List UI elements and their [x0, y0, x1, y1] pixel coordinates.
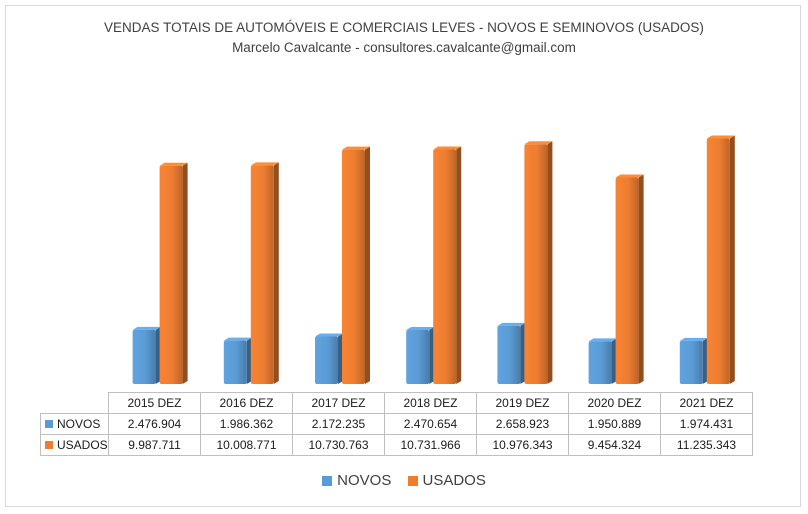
data-label: 10.976.343	[476, 434, 569, 456]
data-label: 2.470.654	[384, 413, 477, 435]
bar-side-novos	[155, 326, 161, 384]
bar-top-novos	[406, 327, 435, 331]
legend-swatch	[322, 476, 333, 486]
legend-label: NOVOS	[337, 472, 392, 489]
legend-label: USADOS	[422, 472, 486, 489]
bar-top-usados	[433, 146, 462, 150]
bar-novos	[497, 325, 521, 384]
series-label-usados: USADOS	[40, 434, 109, 456]
data-label: 10.731.966	[384, 434, 477, 456]
bar-usados	[433, 149, 457, 384]
series-name: NOVOS	[57, 417, 101, 431]
bar-side-usados	[638, 174, 644, 384]
bar-top-novos	[223, 337, 252, 341]
bar-novos	[406, 330, 430, 384]
data-label: 2.658.923	[476, 413, 569, 435]
data-label: 11.235.343	[660, 434, 753, 456]
bar-side-usados	[729, 135, 735, 384]
bar-top-usados	[524, 141, 553, 145]
bar-side-usados	[273, 162, 279, 384]
data-label: 1.974.431	[660, 413, 753, 435]
chart-title: VENDAS TOTAIS DE AUTOMÓVEIS E COMERCIAIS…	[104, 20, 704, 35]
category-label: 2016 DEZ	[200, 392, 293, 414]
bar-top-novos	[497, 322, 526, 326]
category-label: 2018 DEZ	[384, 392, 477, 414]
legend-swatch	[407, 476, 418, 486]
bar-side-novos	[429, 327, 435, 384]
bar-usados	[342, 149, 365, 384]
data-label: 10.008.771	[200, 434, 293, 456]
bar-top-usados	[250, 162, 279, 166]
bar-side-usados	[456, 146, 462, 384]
data-table-row-novos: NOVOS 2.476.904 1.986.362 2.172.235 2.47…	[40, 413, 753, 435]
bar-novos	[223, 340, 247, 384]
bar-novos	[315, 336, 338, 384]
category-label: 2019 DEZ	[476, 392, 569, 414]
bar-top-novos	[315, 333, 343, 337]
category-label: 2015 DEZ	[108, 392, 201, 414]
data-label: 2.172.235	[292, 413, 385, 435]
series-name: USADOS	[57, 438, 108, 452]
legend-item-usados: USADOS	[407, 472, 486, 489]
data-label: 9.987.711	[108, 434, 201, 456]
bar-top-usados	[615, 174, 644, 178]
bar-top-novos	[588, 338, 617, 342]
bar-novos	[679, 340, 703, 384]
bar-top-usados	[706, 135, 735, 139]
data-label: 1.950.889	[568, 413, 661, 435]
data-label: 10.730.763	[292, 434, 385, 456]
bar-top-novos	[679, 337, 708, 341]
bar-side-novos	[611, 338, 617, 384]
data-table-corner	[40, 392, 109, 414]
usados-key-swatch	[45, 441, 53, 449]
series-label-novos: NOVOS	[40, 413, 109, 435]
bar-usados	[250, 165, 274, 384]
bar-side-usados	[182, 162, 188, 384]
bar-side-usados	[365, 146, 370, 384]
novos-key-swatch	[45, 420, 53, 428]
legend: NOVOS USADOS	[0, 472, 808, 489]
category-label: 2021 DEZ	[660, 392, 753, 414]
legend-item-novos: NOVOS	[322, 472, 391, 489]
bar-novos	[588, 341, 612, 384]
data-label: 2.476.904	[108, 413, 201, 435]
bar-side-novos	[338, 333, 343, 384]
bar-side-novos	[520, 322, 526, 384]
data-table-row-usados: USADOS 9.987.711 10.008.771 10.730.763 1…	[40, 434, 753, 456]
data-label: 1.986.362	[200, 413, 293, 435]
data-table-header-row: 2015 DEZ 2016 DEZ 2017 DEZ 2018 DEZ 2019…	[40, 392, 753, 414]
chart-subtitle: Marcelo Cavalcante - consultores.cavalca…	[232, 40, 576, 55]
bar-usados	[159, 165, 183, 384]
bar-novos	[132, 329, 156, 384]
bar-side-usados	[547, 141, 553, 384]
bar-usados	[706, 138, 730, 384]
bar-top-novos	[132, 326, 161, 330]
data-label: 9.454.324	[568, 434, 661, 456]
category-label: 2020 DEZ	[568, 392, 661, 414]
bar-side-novos	[246, 337, 252, 384]
data-table: 2015 DEZ 2016 DEZ 2017 DEZ 2018 DEZ 2019…	[40, 392, 753, 456]
bar-top-usados	[159, 162, 188, 166]
bar-usados	[524, 144, 548, 384]
bar-top-usados	[342, 146, 370, 150]
bar-side-novos	[702, 337, 708, 384]
bar-usados	[615, 177, 639, 384]
category-label: 2017 DEZ	[292, 392, 385, 414]
